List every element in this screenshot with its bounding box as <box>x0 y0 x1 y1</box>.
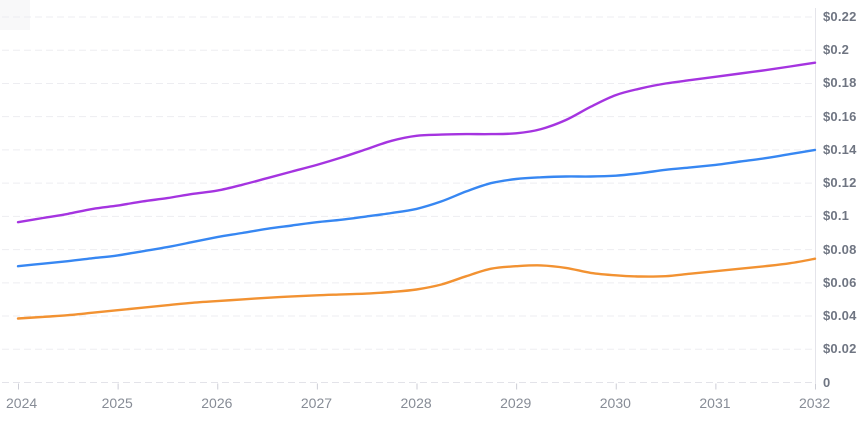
x-axis-tick-label: 2026 <box>201 395 233 411</box>
x-axis-tick-label: 2032 <box>799 395 831 411</box>
x-axis-tick-label: 2031 <box>699 395 731 411</box>
y-axis-tick-label: $0.14 <box>823 141 857 157</box>
y-axis-tick-label: $0.06 <box>823 274 857 290</box>
y-axis-tick-label: $0.1 <box>823 208 850 224</box>
x-axis-tick-label: 2029 <box>500 395 532 411</box>
x-axis-tick-label: 2028 <box>400 395 432 411</box>
y-axis-tick-label: $0.22 <box>823 9 857 24</box>
corner-artifact <box>0 0 30 30</box>
series-blue-line <box>16 148 817 268</box>
y-axis-tick-label: $0.08 <box>823 241 857 257</box>
y-axis-tick-label: $0.2 <box>823 42 850 58</box>
series-purple-line <box>16 61 817 224</box>
x-axis-tick-label: 2024 <box>6 395 38 411</box>
y-axis-tick-label: $0.16 <box>823 108 857 124</box>
x-axis-tick-label: 2025 <box>101 395 133 411</box>
y-axis-tick-label: $0.18 <box>823 75 857 91</box>
x-axis-tick-label: 2027 <box>300 395 333 411</box>
y-axis-tick-label: $0.12 <box>823 175 857 191</box>
y-axis-tick-label: $0.04 <box>823 308 857 324</box>
x-axis-tick-label: 2030 <box>599 395 631 411</box>
series-orange-line <box>16 257 817 320</box>
y-axis-tick-label: 0 <box>823 374 831 390</box>
y-axis-tick-label: $0.02 <box>823 341 857 357</box>
